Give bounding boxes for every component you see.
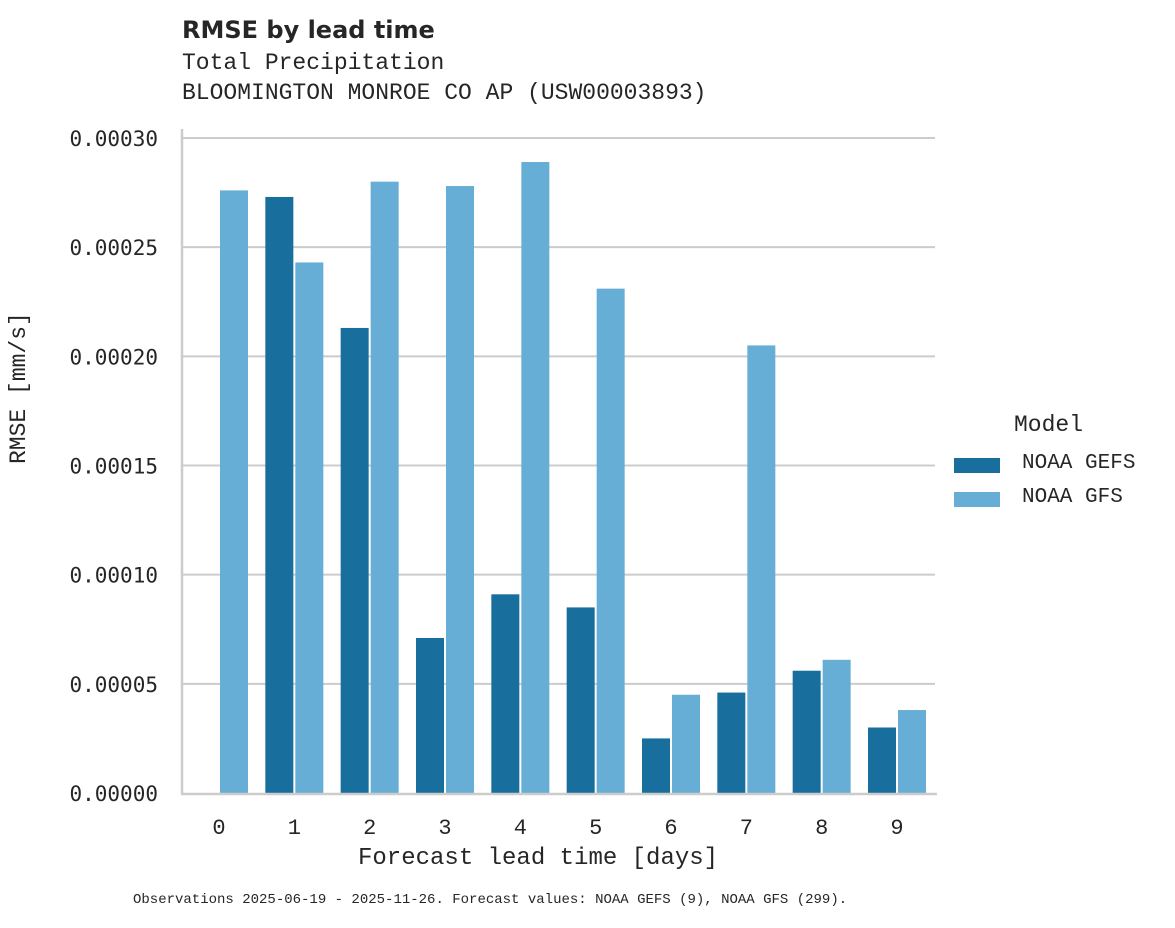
x-tick-label: 5 <box>589 816 602 841</box>
bar-noaa-gefs-5 <box>566 607 595 793</box>
legend-swatch-gefs <box>954 458 1000 473</box>
bar-noaa-gfs-3 <box>446 186 474 794</box>
bar-noaa-gfs-7 <box>747 345 776 793</box>
x-tick-labels: 0 1 2 3 4 5 6 7 8 9 <box>212 816 903 841</box>
x-tick-label: 8 <box>815 816 828 841</box>
bar-noaa-gfs-2 <box>370 181 399 793</box>
y-tick-label: 0.00005 <box>69 673 158 697</box>
footnote: Observations 2025-06-19 - 2025-11-26. Fo… <box>133 892 848 908</box>
bar-noaa-gefs-2 <box>340 327 369 793</box>
x-tick-label: 1 <box>288 816 301 841</box>
legend-title: Model <box>1014 412 1084 438</box>
bar-noaa-gefs-7 <box>717 692 746 793</box>
x-tick-label: 3 <box>438 816 451 841</box>
y-tick-label: 0.00015 <box>69 455 158 479</box>
bar-noaa-gfs-5 <box>596 288 625 793</box>
axes <box>180 129 937 796</box>
bar-noaa-gfs-9 <box>898 710 926 793</box>
legend-item-gfs: NOAA GFS <box>954 486 1174 512</box>
y-tick-label: 0.00010 <box>69 564 158 588</box>
y-gridlines <box>182 137 935 685</box>
x-axis-label: Forecast lead time [days] <box>358 845 719 872</box>
x-tick-label: 7 <box>740 816 753 841</box>
bar-noaa-gefs-1 <box>265 196 294 793</box>
y-tick-label: 0.00020 <box>69 345 158 369</box>
bar-noaa-gfs-0 <box>220 190 248 793</box>
y-tick-label: 0.00030 <box>69 127 158 151</box>
chart-subtitle-variable: Total Precipitation <box>182 50 445 76</box>
bars <box>220 162 926 794</box>
y-axis-label: RMSE [mm/s] <box>6 312 32 464</box>
bar-noaa-gfs-1 <box>295 262 324 793</box>
chart-subtitle-station: BLOOMINGTON MONROE CO AP (USW00003893) <box>182 80 707 106</box>
x-tick-label: 0 <box>212 816 225 841</box>
legend-label-gefs: NOAA GEFS <box>1022 452 1136 475</box>
bar-noaa-gefs-9 <box>868 727 896 793</box>
bar-noaa-gfs-4 <box>521 162 550 793</box>
legend-label-gfs: NOAA GFS <box>1022 486 1123 509</box>
bar-noaa-gefs-6 <box>642 738 670 793</box>
chart-title: RMSE by lead time <box>182 16 435 44</box>
bar-noaa-gefs-4 <box>491 594 520 793</box>
y-tick-label: 0.00025 <box>69 236 158 260</box>
x-tick-label: 6 <box>664 816 677 841</box>
legend-item-gefs: NOAA GEFS <box>954 452 1174 478</box>
bar-noaa-gfs-8 <box>822 659 851 793</box>
bar-noaa-gefs-3 <box>416 637 444 793</box>
x-tick-label: 2 <box>363 816 376 841</box>
x-tick-label: 4 <box>514 816 527 841</box>
y-tick-labels: 0.00000 0.00005 0.00010 0.00015 0.00020 0.000… <box>69 127 158 806</box>
bar-noaa-gfs-6 <box>672 694 700 793</box>
x-tick-label: 9 <box>890 816 903 841</box>
bar-noaa-gefs-8 <box>792 670 821 793</box>
legend-swatch-gfs <box>954 492 1000 507</box>
y-tick-label: 0.00000 <box>69 782 158 806</box>
